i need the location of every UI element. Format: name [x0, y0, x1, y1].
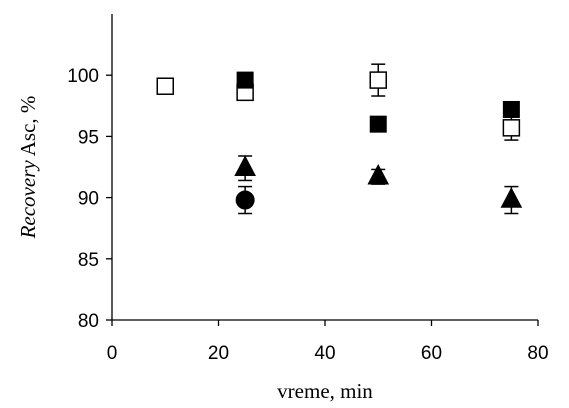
x-tick-label: 80	[527, 343, 548, 364]
marker-filled-square	[502, 100, 520, 118]
marker-filled-triangle	[234, 155, 256, 176]
y-axis-title-italic: Recovery	[16, 160, 40, 240]
marker-open-square	[156, 77, 174, 95]
x-tick-label: 20	[208, 343, 229, 364]
y-axis-title: Recovery Asc, %	[16, 96, 40, 240]
marker-filled-square	[369, 115, 387, 133]
y-tick-label: 100	[67, 66, 99, 87]
x-tick-label: 0	[107, 343, 118, 364]
y-tick-label: 95	[78, 127, 99, 148]
axes	[111, 14, 538, 321]
marker-open-square	[502, 119, 521, 137]
marker-filled-triangle	[367, 163, 390, 185]
markers	[156, 71, 523, 210]
marker-filled-circle	[235, 190, 255, 210]
y-tick-label: 85	[78, 250, 99, 271]
x-tick-label: 60	[421, 343, 442, 364]
marker-filled-square	[236, 71, 254, 89]
y-axis-title-rest: Asc, %	[16, 96, 40, 161]
ticks: 0 20 40 60 80 80 85 90 95 100	[67, 66, 548, 364]
marker-open-square	[369, 71, 387, 89]
y-tick-label: 90	[78, 189, 99, 210]
x-axis-title: vreme, min	[277, 379, 373, 403]
y-tick-label: 80	[78, 311, 99, 332]
x-tick-label: 40	[314, 343, 335, 364]
marker-filled-triangle	[500, 187, 523, 208]
